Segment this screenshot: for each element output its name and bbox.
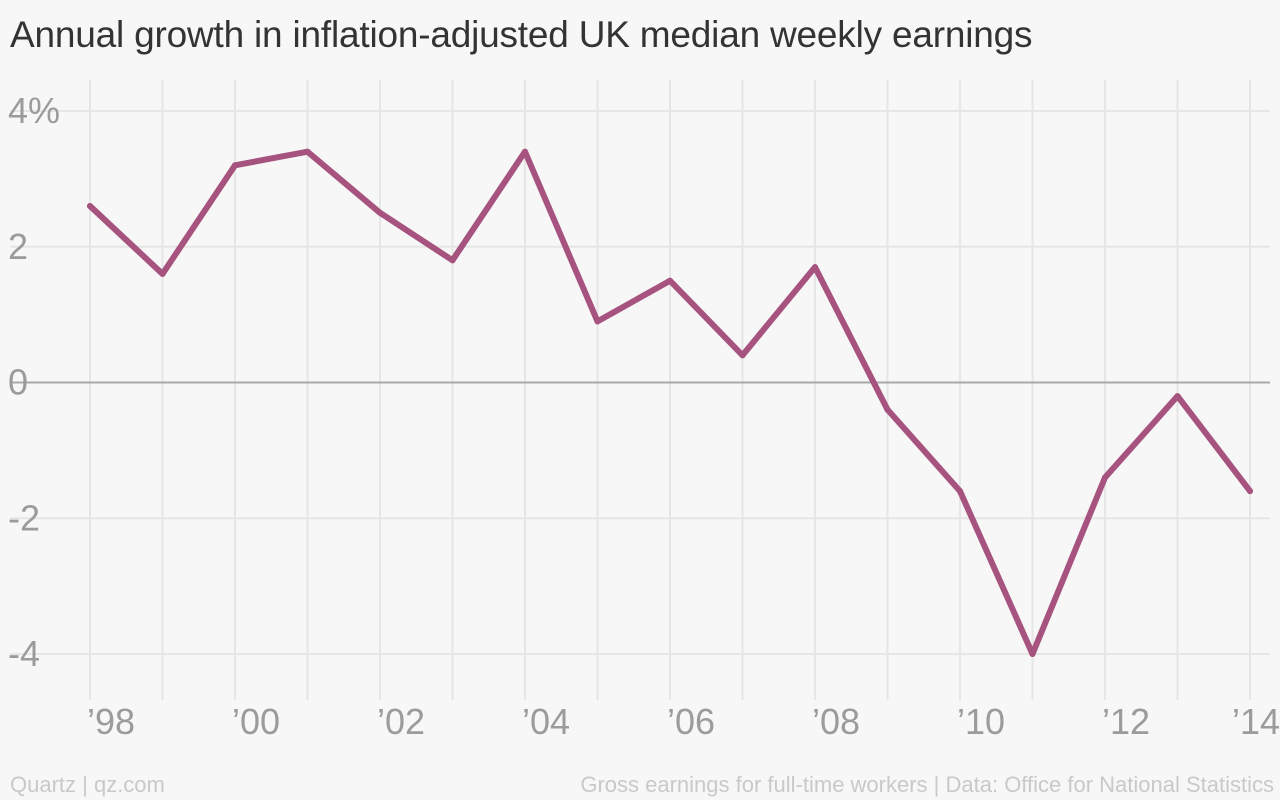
data-point-2005: [594, 318, 601, 325]
data-point-2013: [1174, 393, 1181, 400]
data-point-2009: [884, 406, 891, 413]
y-tick-label: -2: [8, 497, 40, 538]
data-point-1998: [87, 203, 93, 210]
data-point-2011: [1029, 651, 1036, 657]
x-tick-label: ’98: [87, 701, 135, 742]
vertical-gridlines: [89, 80, 1251, 700]
y-tick-label: -4: [8, 633, 40, 674]
x-tick-label: ’10: [957, 701, 1005, 742]
x-tick-label: ’14: [1232, 701, 1280, 742]
data-point-2008: [812, 264, 818, 271]
y-axis-tick-labels: 4% 2 0 -2 -4: [8, 90, 60, 674]
series-layer: [87, 148, 1253, 657]
y-tick-label: 4%: [8, 90, 60, 131]
chart-title: Annual growth in inflation-adjusted UK m…: [10, 14, 1033, 55]
x-tick-label: ’02: [377, 701, 425, 742]
data-point-2003: [449, 257, 456, 264]
x-tick-label: ’00: [232, 701, 280, 742]
data-point-2000: [232, 162, 238, 169]
x-axis-tick-labels: ’98 ’00 ’02 ’04 ’06 ’08 ’10 ’12 ’14: [87, 701, 1280, 742]
horizontal-gridlines: [10, 110, 1270, 655]
data-point-2001: [304, 148, 311, 155]
x-tick-label: ’06: [667, 701, 715, 742]
footer-source-right: Gross earnings for full-time workers | D…: [580, 772, 1274, 797]
y-tick-label: 2: [8, 226, 28, 267]
data-point-2004: [522, 148, 528, 155]
data-point-1999: [159, 270, 166, 277]
x-tick-label: ’08: [812, 701, 860, 742]
data-point-2010: [957, 488, 963, 495]
data-point-2012: [1102, 474, 1108, 481]
data-point-2014: [1247, 488, 1253, 495]
data-point-2006: [667, 277, 673, 284]
footer-source-left: Quartz | qz.com: [10, 772, 165, 797]
y-tick-label: 0: [8, 362, 28, 403]
data-point-2002: [377, 209, 383, 216]
x-tick-label: ’12: [1102, 701, 1150, 742]
x-tick-label: ’04: [522, 701, 570, 742]
data-point-2007: [739, 352, 746, 359]
